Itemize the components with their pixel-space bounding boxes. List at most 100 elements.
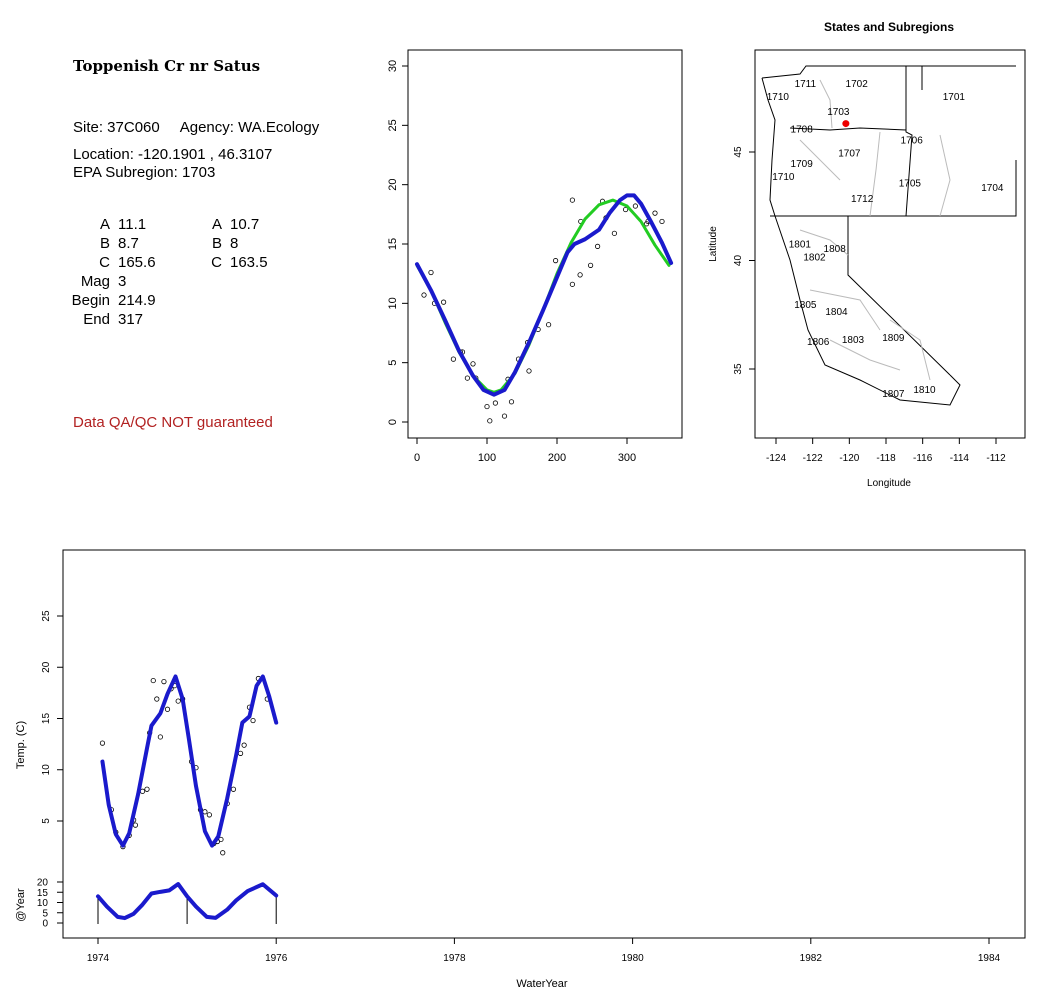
timeseries-x-tick-label: 1978 [443,953,466,964]
location-line: Location: -120.1901 , 46.3107 [73,146,273,163]
seasonal-point [552,258,559,264]
timeseries-ylabel: Temp. (C) [15,721,27,769]
year-y-tick-label: 5 [42,908,48,919]
seasonal-point [508,399,515,405]
map-region-label: 1701 [943,92,966,103]
seasonal-point [428,269,434,276]
coef-value: 214.9 [118,292,156,309]
year-ylabel: @Year [15,888,27,922]
timeseries-x-tick-label: 1976 [265,953,288,964]
seasonal-point [569,281,576,287]
coef-value: 317 [118,311,144,328]
coef-row: Mag 3 [40,273,300,292]
timeseries-xlabel: WaterYear [516,978,567,990]
seasonal-point [577,272,583,278]
seasonal-point [659,218,665,225]
coef-label: End [83,311,110,328]
coastline-outline [761,65,1016,406]
timeseries-point [250,717,256,724]
seasonal-y-tick-label: 25 [387,119,399,131]
seasonal-point [594,243,601,249]
coef-value2: 8 [230,235,239,252]
subregion-borders [799,79,951,381]
coef-row: End 317 [40,311,300,330]
map-region-label: 1810 [913,385,936,396]
map-xlabel: Longitude [867,478,911,489]
timeseries-x-tick-label: 1974 [87,953,110,964]
timeseries-point [132,822,139,828]
subregion-line: EPA Subregion: 1703 [73,164,216,181]
map-x-tick-label: -118 [876,453,896,464]
seasonal-point [450,356,456,362]
seasonal-y-tick-label: 15 [387,238,399,250]
seasonal-y-tick-label: 20 [387,179,399,191]
seasonal-point [487,418,493,424]
timeseries-point [175,698,181,704]
coef-row: C 165.6 C 163.5 [40,254,300,273]
map-x-tick-label: -120 [839,453,859,464]
year-y-tick-label: 20 [37,878,49,889]
timeseries-y-tick-label: 5 [41,818,52,824]
timeseries-frame [62,549,1026,939]
map-chart: -124 -122 -120 -118 -116 -114 -112 35 40 45 Longit… [708,65,1017,489]
map-region-label: 1806 [807,337,830,348]
map-region-label: 1711 [795,79,817,90]
year-y-tick-label: 15 [37,888,49,899]
year-y-tick-label: 10 [37,898,49,909]
map-x-tick-label: -114 [950,453,970,464]
timeseries-x-tick-label: 1980 [621,953,644,964]
seasonal-point [484,403,490,410]
map-region-label: 1801 [789,239,812,250]
coef-label: B [99,235,110,252]
seasonal-point [492,400,498,406]
map-region-label: 1805 [794,300,817,311]
timeseries-point [206,812,212,818]
seasonal-x-tick-label: 0 [414,452,420,464]
map-region-label: 1710 [767,92,790,103]
seasonal-chart: 0 100 200 300 0 5 10 15 20 25 30 [387,60,674,464]
timeseries-point [157,734,163,740]
timeseries-point [220,850,226,856]
timeseries-y-tick-label: 25 [41,610,52,622]
timeseries-point [150,677,156,684]
seasonal-x-tick-label: 300 [618,452,636,464]
map-region-label: 1803 [842,335,865,346]
seasonal-point [569,197,576,203]
seasonal-x-tick-label: 100 [478,452,496,464]
seasonal-blue-line [415,193,674,397]
map-region-label: 1707 [838,148,861,159]
seasonal-point [652,210,658,216]
seasonal-point [526,368,532,374]
map-y-tick-label: 40 [733,255,744,267]
map-region-label: 1705 [899,179,922,190]
coef-label2: A [211,216,222,233]
timeseries-y-tick-label: 10 [41,764,52,776]
seasonal-point [501,413,508,419]
map-title: States and Subregions [824,20,954,34]
timeseries-y-tick-label: 20 [41,661,52,673]
map-region-label: 1807 [882,389,905,400]
map-y-tick-label: 45 [733,146,744,158]
coef-value: 8.7 [118,235,139,252]
coef-value2: 10.7 [230,216,260,233]
coef-row: A 11.1 A 10.7 [40,216,300,235]
timeseries-point [164,706,171,712]
site-title: Toppenish Cr nr Satus [73,57,261,75]
coef-label2: B [211,235,222,252]
map-region-label: 1808 [824,244,847,255]
map-site-marker [842,120,850,128]
seasonal-x-tick-label: 200 [548,452,566,464]
seasonal-y-tick-label: 10 [387,297,399,309]
timeseries-point [230,786,237,792]
timeseries-x-tick-label: 1984 [978,953,1001,964]
map-region-label: 1706 [901,135,924,146]
map-region-label: 1708 [791,124,814,135]
map-region-label: 1704 [981,183,1004,194]
year-y-tick-label: 0 [42,919,48,930]
coef-row: Begin 214.9 [40,292,300,311]
seasonal-point [587,262,594,268]
seasonal-point [464,375,470,381]
map-region-label: 1712 [851,194,874,205]
timeseries-point [144,786,150,792]
map-region-label: 1802 [803,253,826,264]
